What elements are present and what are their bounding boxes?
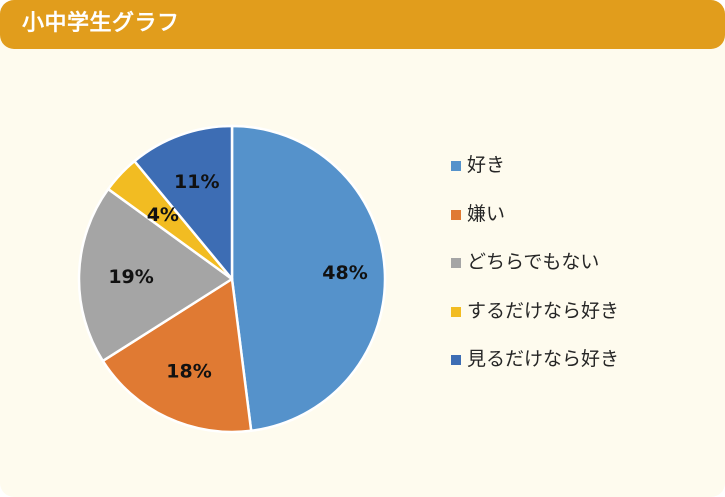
slice-like-label: 48% bbox=[322, 262, 367, 284]
legend-swatch bbox=[451, 161, 461, 171]
legend-swatch bbox=[451, 306, 461, 317]
slice-neutral-label: 19% bbox=[108, 266, 153, 288]
legend-swatch bbox=[451, 355, 461, 365]
page-title: 小中学生グラフ bbox=[22, 11, 180, 36]
slice-neutral bbox=[77, 187, 234, 363]
slice-watch-only bbox=[133, 124, 234, 281]
legend-item-watch-only: 見るだけなら好き bbox=[451, 344, 619, 393]
legend: 好き 嫌い どちらでもない するだけなら好き 見るだけなら好き bbox=[451, 150, 619, 393]
pie-labels: 48% 18% 19% 4% 11% bbox=[108, 171, 367, 382]
legend-item-neutral: どちらでもない bbox=[451, 247, 619, 296]
slice-watch-only-label: 11% bbox=[174, 171, 219, 193]
legend-item-like: 好き bbox=[451, 150, 619, 199]
legend-swatch bbox=[451, 258, 461, 268]
slice-like bbox=[230, 124, 387, 433]
slice-play-only-label: 4% bbox=[147, 204, 179, 226]
slice-dislike-label: 18% bbox=[166, 360, 211, 382]
header-bar: 小中学生グラフ bbox=[0, 0, 725, 49]
slice-dislike bbox=[101, 277, 253, 434]
legend-item-dislike: 嫌い bbox=[451, 199, 619, 248]
legend-item-play-only: するだけなら好き bbox=[451, 296, 619, 345]
legend-swatch bbox=[451, 209, 461, 220]
pie-slices bbox=[77, 124, 387, 434]
